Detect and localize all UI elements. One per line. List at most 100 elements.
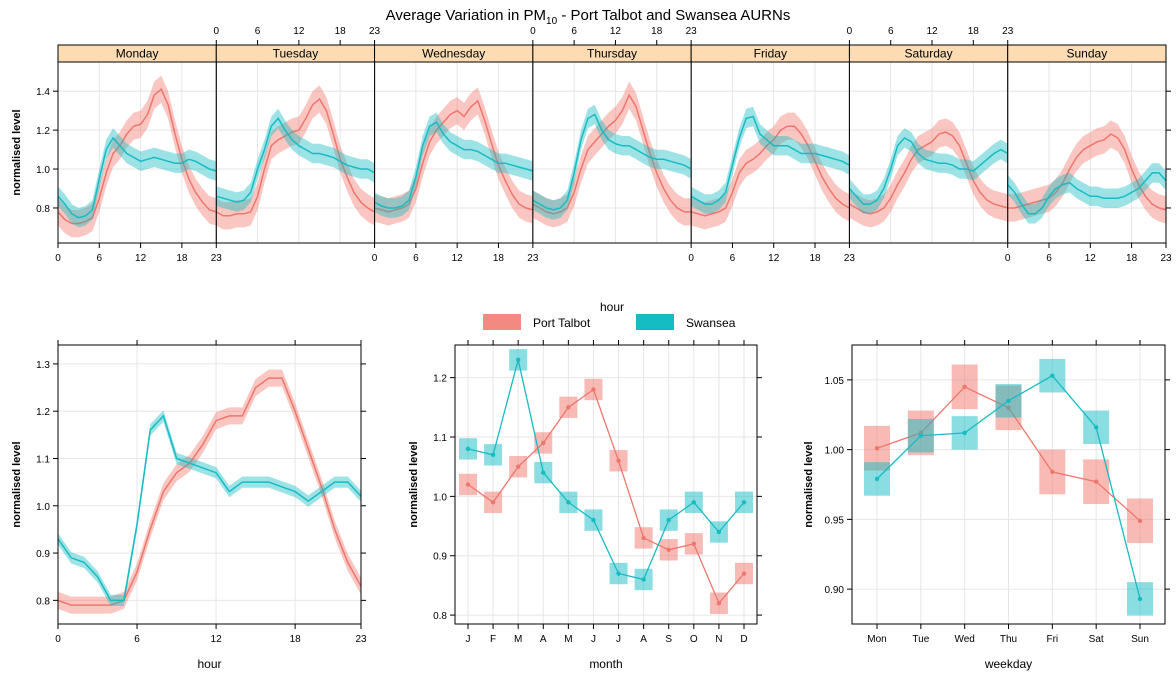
data-point-port-talbot (666, 547, 671, 552)
x-tick-label: 0 (55, 253, 61, 264)
x-tick-label: F (490, 634, 496, 645)
x-tick-label: 12 (768, 253, 780, 264)
ci-band-swansea (374, 112, 533, 218)
y-tick-label: 1.3 (36, 360, 50, 371)
panel-frame (57, 344, 362, 625)
series-line-swansea (467, 359, 745, 581)
y-tick-label: 0.8 (36, 204, 50, 215)
x-tick-label: 6 (730, 253, 736, 264)
x-tick-label: 0 (530, 26, 536, 37)
x-tick-label: 18 (290, 634, 302, 645)
legend-swatch-port-talbot (483, 314, 521, 330)
x-axis-label: month (589, 657, 622, 671)
y-tick-label: 0.9 (36, 549, 50, 560)
ci-band-swansea (691, 106, 850, 214)
y-axis-label: normalised level (803, 441, 815, 527)
chart-title-main: Average Variation in PM (385, 7, 547, 24)
y-axis-label: normalised level (11, 109, 23, 195)
series-line-swansea (57, 414, 362, 602)
x-tick-label: 23 (686, 26, 698, 37)
x-tick-label: Thu (1000, 634, 1017, 645)
x-tick-label: 0 (214, 26, 220, 37)
strip-label: Saturday (905, 47, 953, 61)
x-tick-label: 12 (211, 634, 223, 645)
x-tick-label: 0 (688, 253, 694, 264)
data-point-port-talbot (874, 446, 880, 451)
x-tick-label: 0 (55, 634, 61, 645)
x-tick-label: 0 (847, 26, 853, 37)
strip-label: Monday (116, 47, 159, 61)
data-point-port-talbot (741, 571, 747, 576)
legend-label: Swansea (686, 316, 736, 330)
series-line-port-talbot (215, 97, 375, 217)
data-point-port-talbot (566, 405, 571, 410)
y-tick-label: 0.8 (36, 596, 50, 607)
y-tick-label: 1.2 (36, 126, 50, 137)
data-point-port-talbot (1137, 518, 1143, 523)
y-tick-label: 0.95 (825, 515, 845, 526)
x-tick-label: J (466, 634, 471, 645)
x-tick-label: 18 (809, 253, 821, 264)
strip-label: Friday (754, 47, 787, 61)
y-tick-label: 1.0 (433, 492, 447, 503)
x-tick-label: 18 (335, 26, 347, 37)
x-tick-label: 23 (1160, 253, 1172, 264)
series-line-swansea (374, 121, 534, 209)
y-tick-label: 1.2 (36, 407, 50, 418)
x-tick-label: 12 (293, 26, 305, 37)
ci-band-swansea (849, 128, 1008, 214)
x-tick-label: 23 (1002, 26, 1014, 37)
data-point-swansea (515, 357, 521, 363)
chart-title-subscript: 10 (546, 16, 558, 27)
data-point-port-talbot (716, 601, 722, 606)
y-axis-label: normalised level (408, 441, 420, 527)
chart-title-rest: - Port Talbot and Swansea AURNs (557, 7, 791, 24)
data-point-swansea (1137, 596, 1143, 602)
x-tick-label: 0 (1005, 253, 1011, 264)
x-axis-label: hour (197, 657, 221, 671)
strip-label: Sunday (1067, 47, 1108, 61)
x-tick-label: 18 (1126, 253, 1138, 264)
data-point-swansea (616, 571, 621, 576)
data-point-swansea (962, 430, 967, 436)
x-tick-label: J (591, 634, 596, 645)
x-axis-label: weekday (984, 657, 1032, 671)
data-point-swansea (566, 500, 571, 505)
ci-band-port-talbot (691, 112, 850, 230)
x-tick-label: M (514, 634, 522, 645)
data-point-port-talbot (591, 387, 596, 392)
x-tick-label: 0 (372, 253, 378, 264)
ci-band-swansea (1007, 163, 1166, 224)
series-line-swansea (216, 117, 375, 203)
x-tick-label: 12 (1085, 253, 1097, 264)
x-tick-label: Wed (954, 634, 974, 645)
data-point-swansea (490, 452, 496, 458)
legend-label: Port Talbot (533, 316, 591, 330)
x-tick-label: D (740, 634, 747, 645)
series-line-port-talbot (532, 93, 692, 215)
x-tick-label: Sun (1131, 634, 1149, 645)
x-tick-label: S (665, 634, 672, 645)
y-tick-label: 1.0 (36, 165, 50, 176)
x-tick-label: 23 (211, 253, 223, 264)
data-point-swansea (741, 500, 747, 505)
y-tick-label: 1.00 (825, 446, 845, 457)
data-point-port-talbot (1050, 469, 1055, 475)
x-tick-label: Fri (1046, 634, 1058, 645)
data-point-port-talbot (616, 458, 621, 463)
x-tick-label: A (540, 634, 547, 645)
series-line-swansea (1007, 172, 1167, 215)
x-tick-label: 6 (571, 26, 577, 37)
strip-label: Thursday (587, 47, 637, 61)
x-tick-label: 12 (610, 26, 622, 37)
x-tick-label: 6 (888, 26, 894, 37)
series-line-swansea (690, 115, 850, 205)
x-tick-label: 6 (97, 253, 103, 264)
y-tick-label: 1.2 (433, 374, 447, 385)
data-point-swansea (641, 577, 646, 582)
x-tick-label: Mon (867, 634, 886, 645)
series-line-swansea (532, 113, 692, 211)
ci-band-port-talbot (216, 85, 375, 230)
panel-frame (1007, 61, 1167, 244)
